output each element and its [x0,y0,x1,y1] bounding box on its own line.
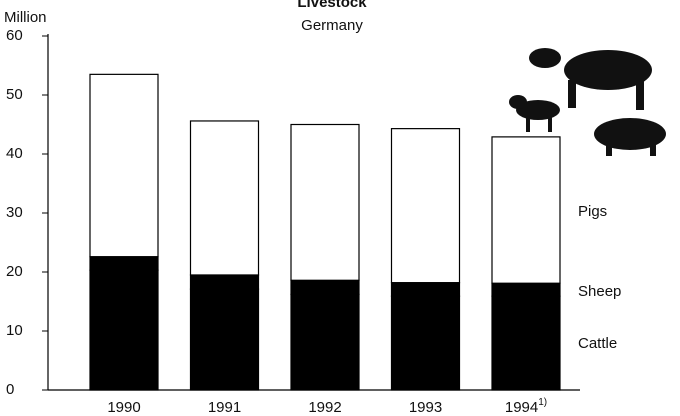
y-tick-label: 40 [6,145,23,162]
bar-segment [89,269,159,391]
x-tick-label: 1991 [208,399,241,416]
bar-segment [89,73,159,258]
category: 1994 [505,399,538,416]
category: 1993 [409,399,442,416]
y-tick-label: 20 [6,263,23,280]
bar-segment [390,282,461,297]
animal-illustration [509,48,666,156]
bar-segment [290,293,360,391]
bar-segment [390,295,461,391]
y-tick-label: 60 [6,27,23,44]
series-label: Cattle [578,335,617,352]
chart-subtitle: Germany [301,17,363,34]
y-tick-label: 30 [6,204,23,221]
series-label: Sheep [578,283,621,300]
y-tick-label: 10 [6,322,23,339]
footnote-mark: 1) [538,397,547,408]
x-tick-label: 19941) [505,397,547,416]
bar-segment [189,274,260,290]
category: 1991 [208,399,241,416]
y-tick-label: 0 [6,381,14,398]
bar-segment [491,282,561,297]
x-tick-label: 1993 [409,399,442,416]
x-tick-label: 1990 [107,399,140,416]
bar-segment [491,295,561,391]
bar-segment [390,128,461,284]
y-axis-label: Million [4,9,47,26]
series-label: Pigs [578,203,607,220]
category: 1992 [308,399,341,416]
bar-segment [491,136,561,284]
bar-segment [290,123,360,281]
bar-segment [189,120,260,276]
bar-segment [290,279,360,296]
y-tick-label: 50 [6,86,23,103]
category: 1990 [107,399,140,416]
bar-segment [89,256,159,271]
bar-segment [189,288,260,391]
x-tick-label: 1992 [308,399,341,416]
chart-title: Livestock [297,0,367,11]
